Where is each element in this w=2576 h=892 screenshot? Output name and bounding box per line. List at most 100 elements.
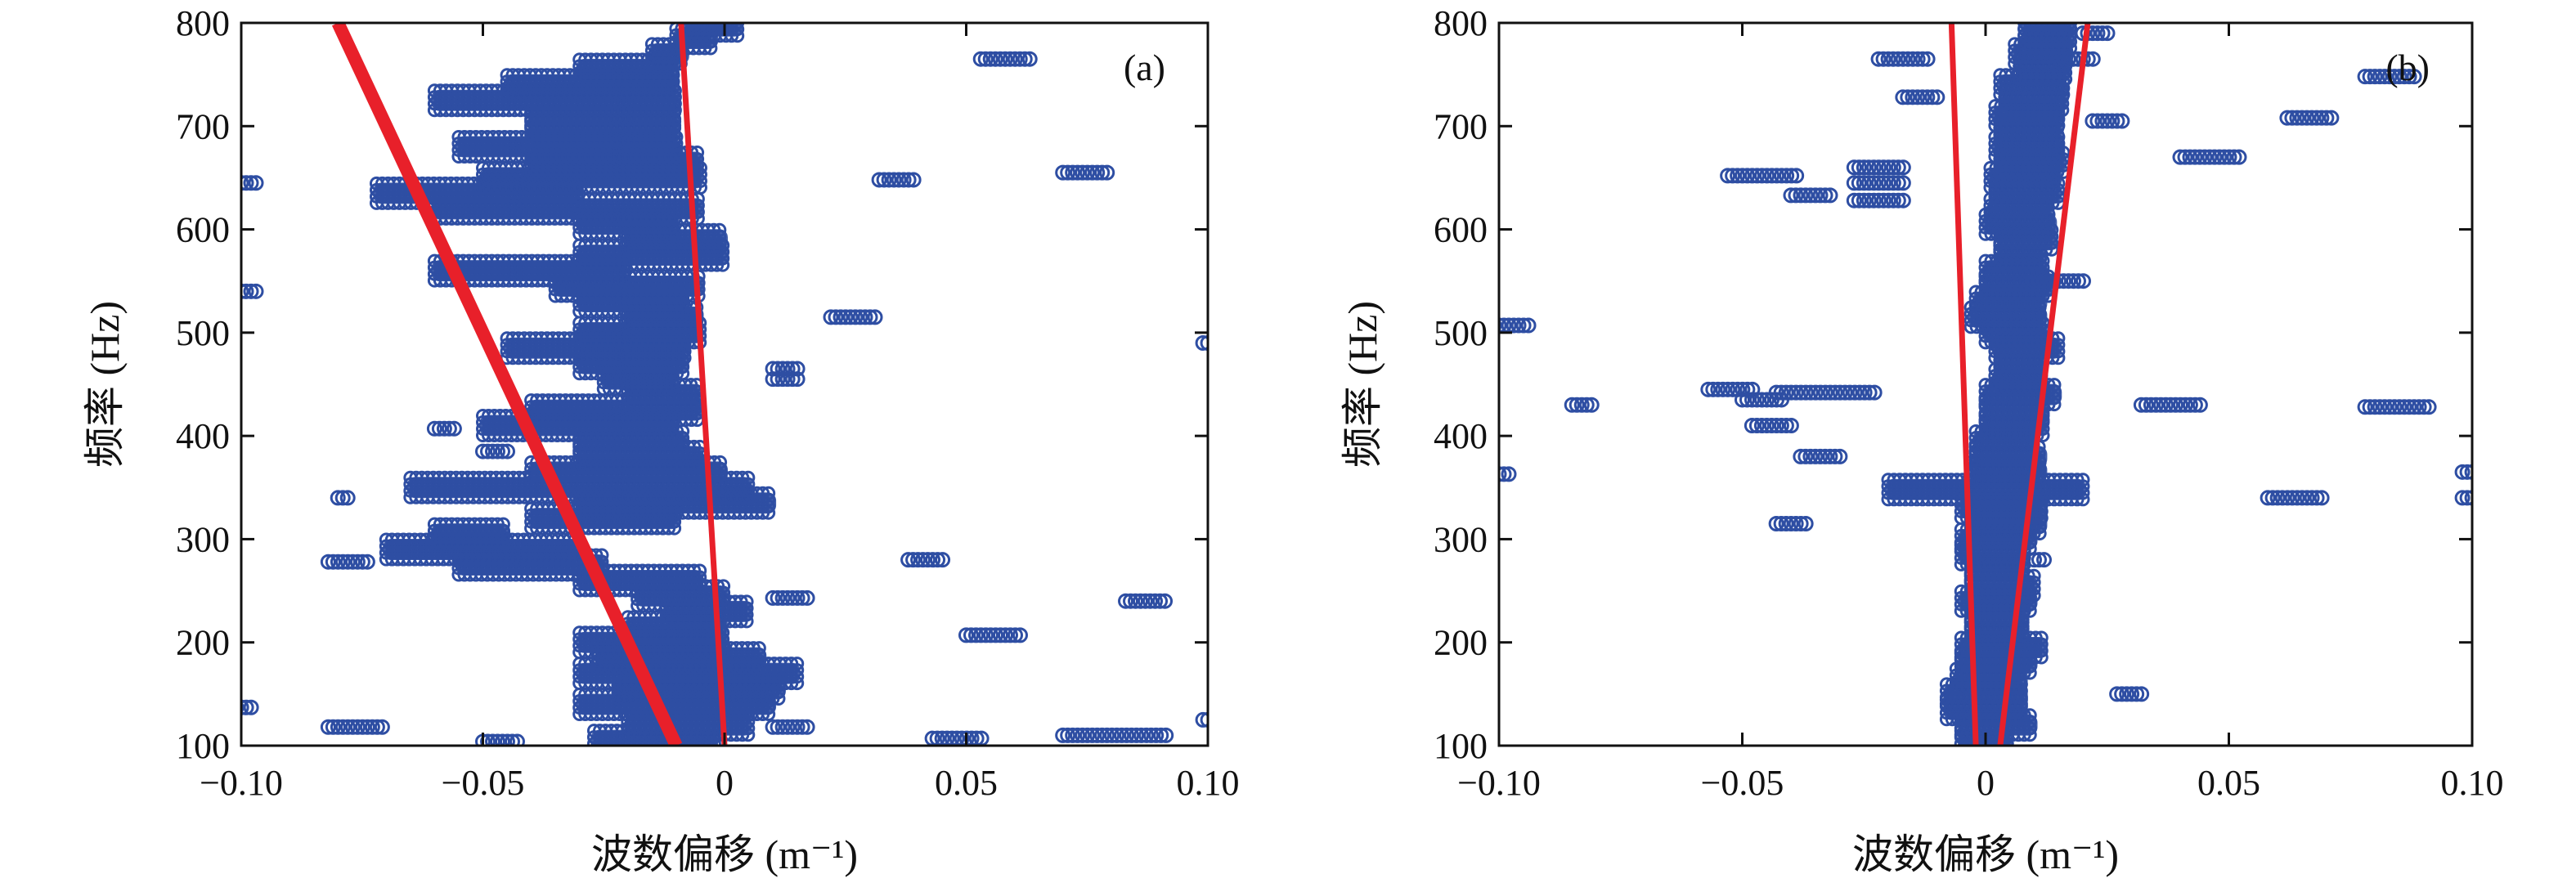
data-point (334, 719, 351, 735)
data-point (485, 733, 500, 746)
data-point (364, 719, 380, 735)
band-row (572, 52, 680, 87)
data-point (666, 87, 680, 102)
data-point (761, 706, 776, 721)
data-point (369, 719, 385, 735)
data-point (330, 490, 346, 506)
data-point (475, 443, 491, 459)
data-point (339, 554, 356, 570)
data-point (243, 175, 259, 191)
band-row (644, 37, 689, 71)
data-point (374, 719, 390, 735)
data-point (349, 554, 366, 570)
data-point (659, 428, 673, 443)
data-point (490, 536, 505, 551)
data-point (665, 382, 680, 397)
outlier-row (330, 490, 356, 506)
outlier-row (475, 443, 515, 459)
data-point (677, 351, 692, 365)
data-point (712, 23, 716, 24)
plot-area (241, 23, 1208, 746)
data-point (334, 490, 351, 506)
data-point (712, 242, 727, 257)
data-point (325, 719, 341, 735)
data-point (664, 72, 679, 87)
data-point (354, 719, 370, 735)
data-point (675, 366, 690, 381)
data-point (730, 29, 745, 43)
data-point (339, 490, 356, 506)
data-point (695, 23, 699, 24)
data-point (718, 23, 722, 24)
data-point (761, 505, 776, 520)
data-point (729, 23, 734, 24)
data-point (687, 583, 702, 598)
data-point (500, 443, 515, 459)
data-point (675, 443, 690, 458)
data-point (756, 706, 770, 721)
data-point (431, 420, 447, 437)
data-point (689, 23, 693, 24)
data-point (667, 134, 682, 149)
data-point (320, 554, 336, 570)
data-point (485, 443, 500, 459)
data-point (701, 23, 705, 24)
outlier-row (320, 554, 375, 570)
data-point (667, 103, 682, 118)
band-row (427, 517, 511, 551)
data-point (771, 692, 786, 706)
data-point (320, 719, 336, 735)
data-point (669, 150, 684, 164)
band-row (379, 532, 583, 567)
data-point (569, 195, 584, 210)
data-point (741, 728, 756, 742)
data-point (344, 554, 361, 570)
data-point (241, 175, 254, 191)
data-point (241, 283, 254, 299)
data-point (684, 23, 688, 24)
data-point (724, 23, 728, 24)
data-point (752, 661, 766, 675)
data-point (735, 728, 750, 742)
data-point (563, 195, 578, 210)
data-point (480, 443, 496, 459)
outlier-markers (241, 51, 1208, 746)
outlier-row (475, 733, 525, 746)
data-point (675, 304, 690, 319)
data-point (707, 242, 721, 257)
data-point (707, 23, 711, 24)
data-point (325, 554, 341, 570)
data-point (568, 552, 582, 567)
data-point (354, 554, 370, 570)
data-point (243, 699, 259, 715)
data-point (248, 283, 264, 299)
data-point (359, 554, 375, 570)
data-point (490, 733, 505, 746)
data-point (662, 103, 676, 118)
data-point (790, 676, 805, 691)
data-point (248, 175, 264, 191)
outlier-row (241, 699, 259, 715)
data-point (241, 283, 249, 299)
data-point (616, 273, 631, 288)
data-point (658, 72, 673, 87)
data-point (480, 733, 496, 746)
data-point (659, 382, 674, 397)
data-point (496, 536, 510, 551)
data-point (344, 719, 361, 735)
data-point (490, 443, 505, 459)
data-point (670, 366, 684, 381)
data-point (664, 226, 679, 241)
data-point (756, 505, 770, 520)
data-point (349, 719, 366, 735)
panel-a: −0.10 −0.05 0 0.05 0.10100200300400500600700… (82, 3, 1240, 877)
data-point (765, 692, 780, 706)
data-point (446, 420, 462, 437)
data-point (735, 490, 750, 504)
outlier-row (320, 719, 390, 735)
data-point (671, 351, 686, 365)
data-point (716, 258, 730, 272)
data-point (710, 258, 725, 272)
data-point (739, 614, 754, 629)
data-point (670, 443, 684, 458)
